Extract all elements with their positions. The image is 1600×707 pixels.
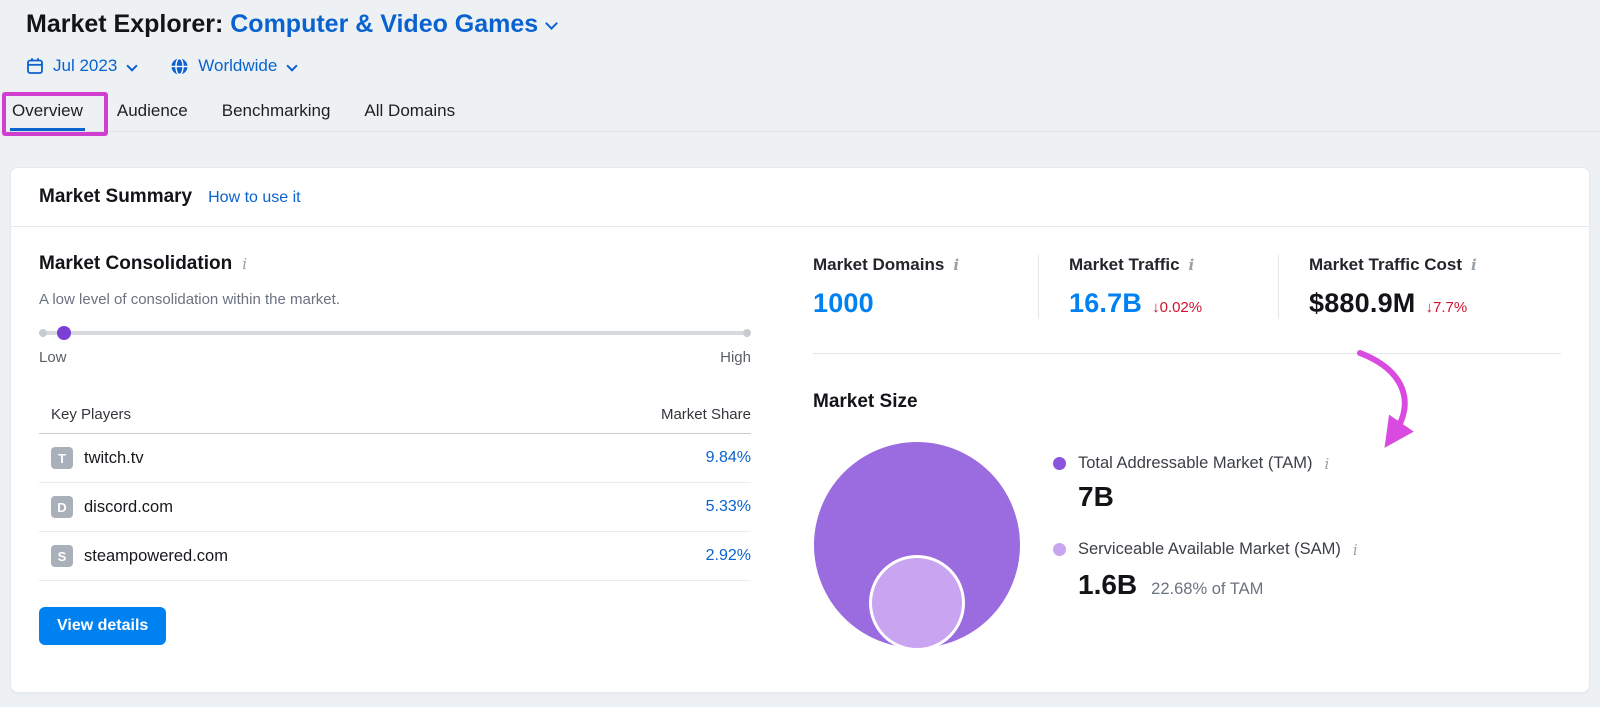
chevron-down-icon [126,60,138,72]
column-header-key-players: Key Players [51,406,132,423]
stat-label-text: Market Traffic [1069,255,1180,274]
tab-bar: Overview Audience Benchmarking All Domai… [0,96,1600,132]
info-icon[interactable]: i [242,255,247,273]
key-players-table: Key Players Market Share T twitch.tv 9.8… [39,406,751,581]
stats-row: Market Domains i 1000 Market Traffic i 1… [813,255,1561,319]
how-to-use-it-link[interactable]: How to use it [208,189,301,206]
info-icon[interactable]: i [1188,256,1195,274]
sam-value: 1.6B [1078,569,1138,600]
stat-label-text: Market Traffic Cost [1309,255,1463,274]
market-consolidation-section: Market Consolidation i A low level of co… [39,253,751,645]
domain-name: twitch.tv [84,448,144,467]
slider-endcap-right [743,329,751,337]
consolidation-title: Market Consolidation [39,253,233,274]
favicon-twitch: T [51,447,73,469]
table-row[interactable]: D discord.com 5.33% [39,483,751,532]
sam-legend-dot [1053,543,1066,556]
market-selector-label: Computer & Video Games [230,10,539,38]
tam-value: 7B [1078,481,1114,512]
market-metrics-section: Market Domains i 1000 Market Traffic i 1… [813,227,1571,692]
favicon-steampowered: S [51,545,73,567]
slider-handle [56,326,71,340]
globe-icon [171,57,188,75]
market-selector[interactable]: Computer & Video Games [230,10,559,38]
info-icon[interactable]: i [1352,540,1358,559]
stat-market-traffic: Market Traffic i 16.7B ↓0.02% [1038,255,1278,319]
filters-bar: Jul 2023 Worldwide [26,56,299,76]
tab-benchmarking[interactable]: Benchmarking [221,101,331,120]
stat-change-negative: ↓7.7% [1425,299,1468,316]
card-title: Market Summary [39,186,193,207]
tab-overview[interactable]: Overview [10,95,85,131]
chevron-down-icon [286,60,299,72]
market-summary-card: Market Summary How to use it Market Cons… [10,167,1590,693]
stat-value: $880.9M [1309,288,1416,318]
sam-bubble [869,555,965,651]
divider [813,353,1561,354]
sam-legend-label: Serviceable Available Market (SAM) [1078,540,1341,558]
tam-legend-row: Total Addressable Market (TAM) i [1053,454,1329,473]
card-body: Market Consolidation i A low level of co… [11,227,1589,692]
date-filter-label: Jul 2023 [53,56,118,75]
market-share-link[interactable]: 2.92% [705,547,751,564]
chevron-down-icon [545,17,559,30]
domain-name: discord.com [84,497,173,516]
sam-value-row: 1.6B 22.68% of TAM [1078,569,1263,601]
tam-legend-label: Total Addressable Market (TAM) [1078,454,1313,472]
table-row[interactable]: S steampowered.com 2.92% [39,532,751,581]
stat-market-traffic-cost: Market Traffic Cost i $880.9M ↓7.7% [1278,255,1561,319]
date-filter[interactable]: Jul 2023 [26,56,138,76]
column-header-market-share: Market Share [660,406,751,423]
tab-audience[interactable]: Audience [116,101,188,120]
card-header: Market Summary How to use it [11,168,1589,227]
stat-market-domains: Market Domains i 1000 [813,255,1038,319]
location-filter-label: Worldwide [198,56,278,75]
stat-value: 1000 [813,288,874,318]
page-title: Market Explorer: Computer & Video Games [26,10,559,39]
slider-endcap-left [39,329,47,337]
calendar-icon [27,58,43,74]
consolidation-description: A low level of consolidation within the … [39,291,340,308]
location-filter[interactable]: Worldwide [170,56,299,76]
tam-legend-dot [1053,457,1066,470]
stat-value: 16.7B [1069,288,1143,318]
tab-all-domains[interactable]: All Domains [364,101,456,120]
slider-label-low: Low [39,349,67,366]
info-icon[interactable]: i [1324,454,1330,473]
stat-change-negative: ↓0.02% [1152,299,1203,316]
sam-legend-row: Serviceable Available Market (SAM) i [1053,540,1358,559]
view-details-button[interactable]: View details [39,607,167,645]
sam-percent-of-tam: 22.68% of TAM [1151,580,1264,598]
consolidation-slider [39,326,751,340]
market-share-link[interactable]: 5.33% [705,498,751,515]
domain-name: steampowered.com [84,546,228,565]
page-title-prefix: Market Explorer: [26,10,224,38]
slider-label-high: High [720,349,751,366]
info-icon[interactable]: i [1471,256,1477,274]
market-size-title: Market Size [813,391,918,412]
slider-track [39,331,751,335]
table-row[interactable]: T twitch.tv 9.84% [39,434,751,483]
favicon-discord: D [51,496,73,518]
market-share-link[interactable]: 9.84% [705,449,751,466]
stat-label-text: Market Domains [813,255,945,274]
info-icon[interactable]: i [953,256,960,274]
